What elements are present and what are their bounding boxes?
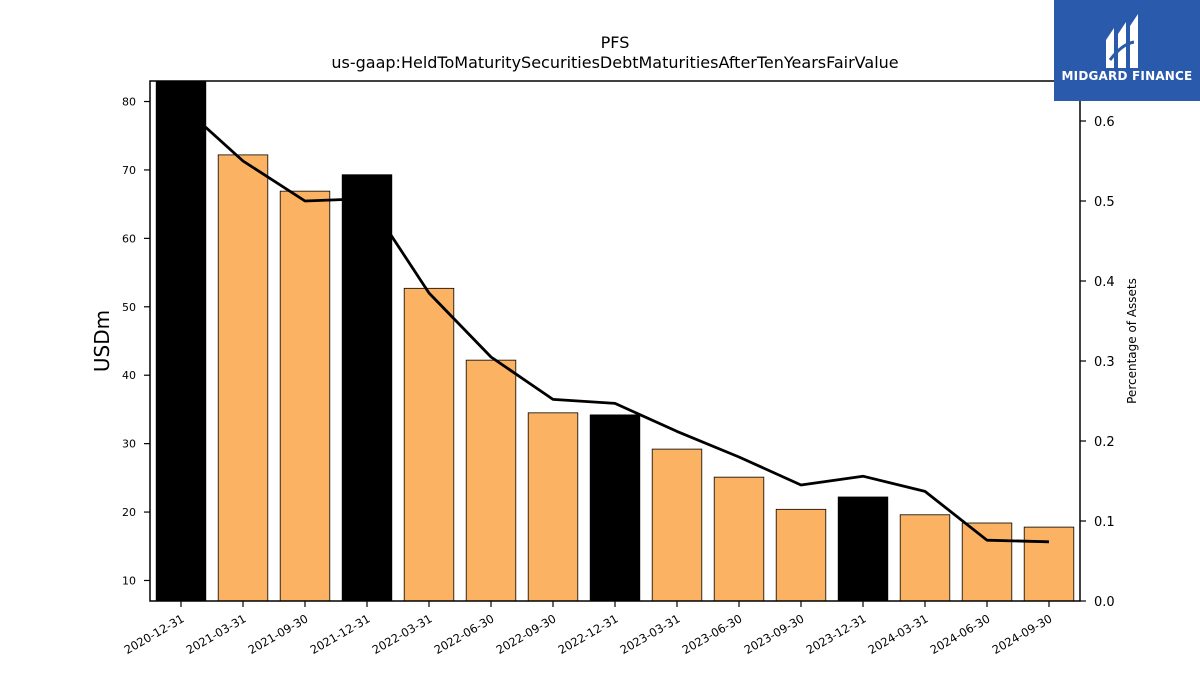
chart-subtitle: us-gaap:HeldToMaturitySecuritiesDebtMatu… bbox=[331, 53, 898, 72]
x-tick-label: 2021-03-31 bbox=[184, 611, 249, 657]
y-tick-label: 60 bbox=[122, 232, 136, 245]
bar-2021-03-31 bbox=[217, 154, 269, 602]
x-tick-label: 2021-09-30 bbox=[246, 611, 311, 657]
y-tick-label: 10 bbox=[122, 574, 136, 587]
y2-tick-label: 0.4 bbox=[1094, 275, 1115, 290]
y2-tick-label: 0.2 bbox=[1094, 435, 1115, 450]
percentage-of-assets-line bbox=[180, 103, 1050, 544]
y2-tick-label: 0.5 bbox=[1094, 195, 1115, 210]
bar-2022-03-31 bbox=[403, 287, 455, 602]
y-tick-label: 30 bbox=[122, 438, 136, 451]
x-tick-label: 2022-12-31 bbox=[556, 611, 621, 657]
left-axis-ticks: 10 20 30 40 50 60 70 80 bbox=[122, 96, 150, 587]
x-tick-label: 2023-09-30 bbox=[742, 611, 807, 657]
y-tick-label: 50 bbox=[122, 301, 136, 314]
y2-tick-label: 0.6 bbox=[1094, 115, 1115, 130]
x-tick-label: 2020-12-31 bbox=[122, 611, 187, 657]
bar-2022-06-30 bbox=[465, 359, 517, 602]
bar-2020-12-31 bbox=[155, 80, 207, 602]
x-tick-label: 2023-03-31 bbox=[618, 611, 683, 657]
bar-2021-09-30 bbox=[279, 190, 331, 602]
x-tick-label: 2024-06-30 bbox=[928, 611, 993, 657]
y2-tick-label: 0.0 bbox=[1094, 595, 1115, 610]
x-tick-label: 2022-09-30 bbox=[494, 611, 559, 657]
bar-group bbox=[155, 80, 1075, 602]
y2-tick-label: 0.3 bbox=[1094, 355, 1115, 370]
logo-mark-icon bbox=[1106, 14, 1138, 68]
chart-title: PFS bbox=[601, 33, 630, 52]
y-axis-label: USDm bbox=[90, 310, 114, 372]
bar-2023-06-30 bbox=[713, 476, 765, 602]
bar-2021-12-31 bbox=[341, 174, 393, 602]
y2-tick-label: 0.1 bbox=[1094, 515, 1115, 530]
bar-2024-03-31 bbox=[899, 514, 951, 602]
bar-2022-09-30 bbox=[527, 412, 579, 602]
x-tick-label: 2022-03-31 bbox=[370, 611, 435, 657]
x-tick-label: 2024-09-30 bbox=[990, 611, 1055, 657]
x-axis-ticks: 2020-12-312021-03-312021-09-302021-12-31… bbox=[122, 601, 1055, 657]
x-tick-label: 2024-03-31 bbox=[866, 611, 931, 657]
x-tick-label: 2023-06-30 bbox=[680, 611, 745, 657]
y-tick-label: 70 bbox=[122, 164, 136, 177]
bar-2023-03-31 bbox=[651, 448, 703, 602]
y-tick-label: 20 bbox=[122, 506, 136, 519]
x-tick-label: 2023-12-31 bbox=[804, 611, 869, 657]
bar-2023-09-30 bbox=[775, 508, 827, 602]
x-tick-label: 2022-06-30 bbox=[432, 611, 497, 657]
bar-2022-12-31 bbox=[589, 414, 641, 602]
x-tick-label: 2021-12-31 bbox=[308, 611, 373, 657]
right-axis-ticks: 0.0 0.1 0.2 0.3 0.4 0.5 0.6 bbox=[1080, 115, 1115, 610]
bar-2023-12-31 bbox=[837, 496, 889, 602]
y2-axis-label: Percentage of Assets bbox=[1125, 278, 1139, 404]
y-tick-label: 80 bbox=[122, 96, 136, 109]
bar-2024-06-30 bbox=[961, 522, 1013, 602]
midgard-finance-logo: MIDGARD FINANCE bbox=[1054, 0, 1200, 101]
bar-2024-09-30 bbox=[1023, 526, 1075, 602]
y-tick-label: 40 bbox=[122, 369, 136, 382]
logo-name: MIDGARD FINANCE bbox=[1061, 69, 1193, 83]
